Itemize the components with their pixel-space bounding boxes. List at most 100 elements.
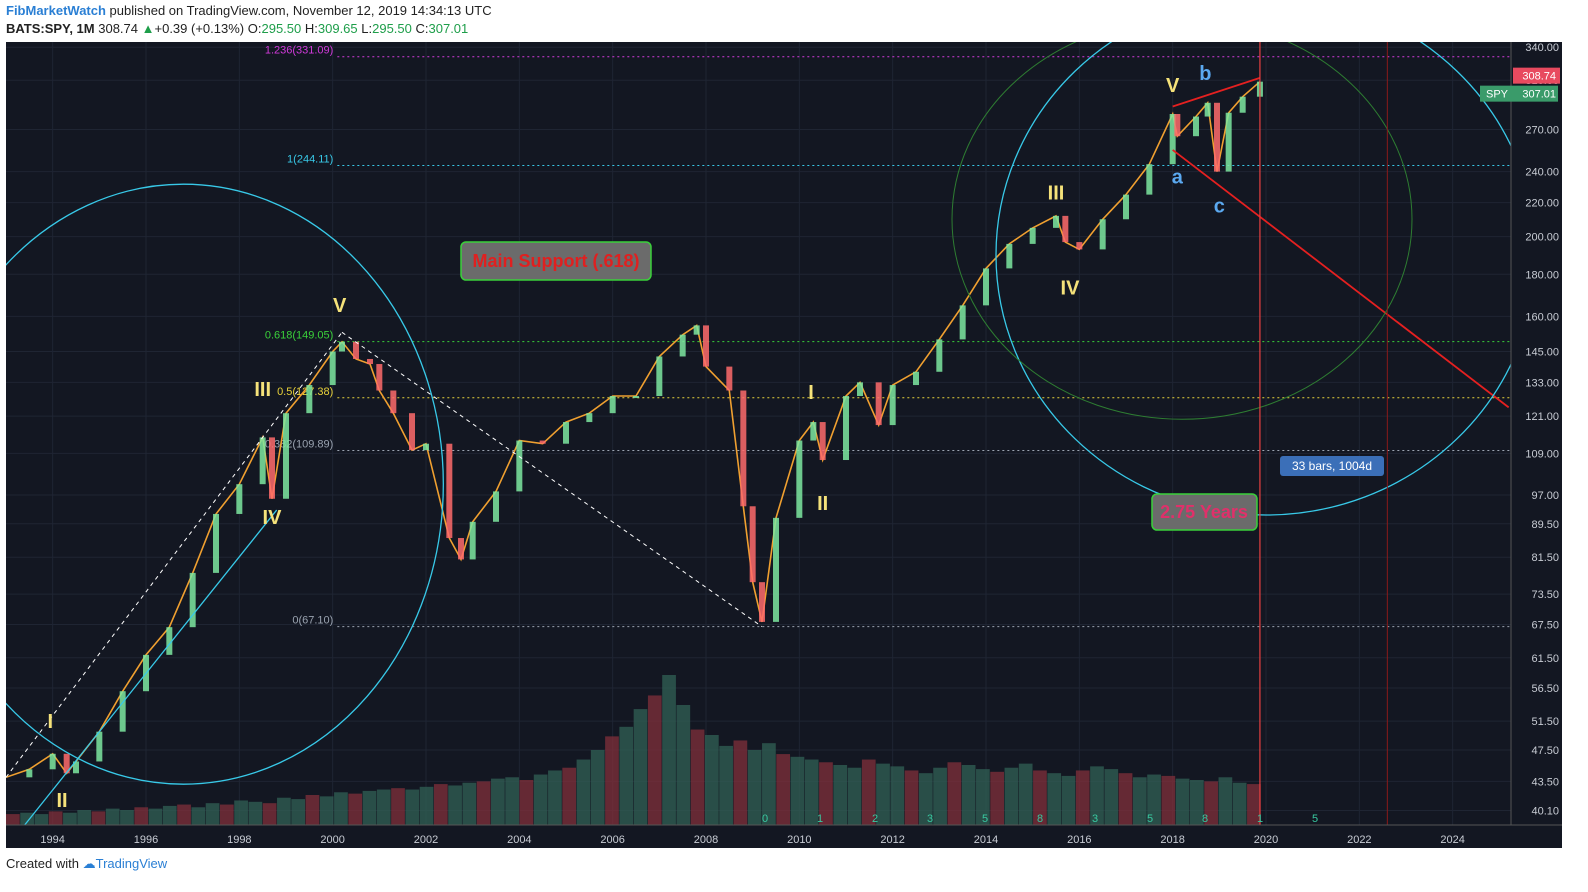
candle [693,325,700,335]
wave-label: IV [263,507,283,529]
volume-bar [704,735,719,825]
volume-bar [562,767,577,825]
fib-circle [951,18,1413,420]
volume-bar [1118,773,1133,825]
volume-bar [77,810,92,825]
candle [469,521,476,560]
quote-line: BATS:SPY, 1M 308.74 ▲+0.39 (+0.13%) O:29… [6,21,468,37]
candle [1169,113,1176,165]
callout-box [1151,493,1258,531]
spy-tag-text: SPY [1486,89,1509,101]
volume-bar [933,767,947,825]
candle [609,396,616,414]
candle [810,422,817,441]
volume-bar [1033,770,1047,825]
publish-text: published on TradingView.com, November 1… [105,3,492,18]
price-chart[interactable]: 1.236(331.09) 1(244.11) 0.618(149.05) 0.5(1… [0,0,1562,848]
candle [1193,116,1199,137]
fib-label: 0.382(109.89) [265,439,334,451]
volume-bar [947,762,962,825]
volume-bar [662,675,676,825]
price-tick: 200.00 [1525,232,1559,244]
volume-bar [819,762,833,825]
high-label: H: [304,21,318,36]
candle [1029,227,1036,244]
candle [353,341,359,359]
volume-bar [319,796,334,825]
time-axis [6,825,1562,848]
volume-bar [34,814,49,825]
candle [189,572,196,628]
wave-label: I [48,711,54,733]
price-tick: 240.00 [1525,167,1559,179]
volume-bar [476,781,491,825]
price-tick: 51.50 [1531,716,1559,728]
candle [539,440,546,444]
candle [376,364,383,391]
volume-bar [890,766,905,825]
candle [1062,215,1069,243]
volume-bar [262,803,277,825]
candle [306,385,313,414]
cycle-number: 5 [982,813,988,825]
volume-bar [904,770,919,825]
candle [26,769,33,778]
volume-bar [20,812,34,825]
volume-bar [605,736,619,825]
volume-bar [647,695,662,825]
volume-bar [1018,763,1033,825]
callout-box [460,241,652,281]
price-tick: 133.00 [1525,377,1559,389]
wave-label: III [254,379,271,401]
candle [1146,164,1153,195]
price-tick: 270.00 [1525,125,1559,137]
candle [1076,242,1083,250]
wave-label: IV [1061,278,1081,300]
volume-bar [205,803,220,825]
year-tick: 2018 [1160,834,1184,846]
volume-bar [733,740,748,825]
open-label: O: [247,21,262,36]
channel-line [1172,149,1510,409]
cycle-number: 5 [1312,813,1318,825]
candle [213,513,219,573]
volume-bar [548,770,562,825]
volume-bar [1232,782,1247,825]
tradingview-link[interactable]: TradingView [95,856,168,871]
candle [889,385,896,426]
volume-bar [690,729,705,825]
volume-bar [362,790,377,825]
candle [493,491,499,522]
volume-bar [405,789,420,825]
measure-text: 33 bars, 1004d [1292,459,1372,473]
volume-bar [291,799,306,825]
chart-area[interactable]: 1.236(331.09) 1(244.11) 0.618(149.05) 0.5(1… [0,0,1562,848]
volume-bar [1090,766,1104,825]
candle [633,396,639,399]
fib-label: 1.236(331.09) [265,45,334,57]
volume-bar [961,765,976,825]
volume-bar [48,811,63,825]
volume-bar [219,804,234,825]
volume-bar [177,804,191,825]
volume-bar [1004,767,1019,825]
cycle-number: 8 [1037,813,1043,825]
author-link[interactable]: FibMarketWatch [6,3,106,18]
volume-bar [433,784,448,825]
price-tick: 56.50 [1531,683,1559,695]
volume-bar [120,810,134,825]
volume-bar [1047,773,1062,825]
volume-bar [918,773,933,825]
volume-bar [519,780,534,825]
volume-bar [576,759,591,825]
wave-label: II [817,493,828,515]
candle [1225,112,1232,172]
wave-label: b [1199,63,1211,85]
volume-bar [505,777,519,825]
created-with-text: Created with [6,856,79,871]
candle [1006,243,1013,269]
candle [409,413,415,451]
volume-bar [833,765,848,825]
last-price-text: 308.74 [1522,71,1556,83]
tradingview-logo-icon: ☁ [82,856,96,871]
